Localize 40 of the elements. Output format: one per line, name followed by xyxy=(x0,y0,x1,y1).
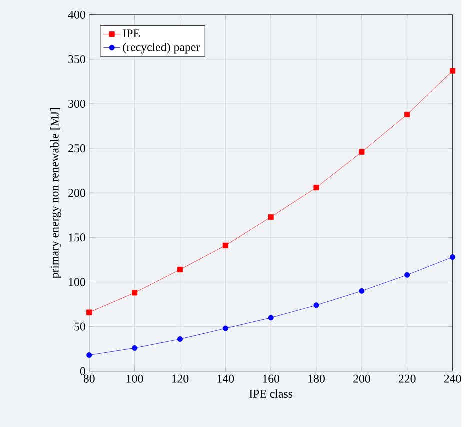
x-tick-label: 220 xyxy=(398,374,416,383)
x-tick-label: 100 xyxy=(126,374,144,383)
x-tick-label: 140 xyxy=(218,374,234,383)
point xyxy=(222,326,228,332)
x-tick-label: 80 xyxy=(84,374,95,383)
y-tick-label: 300 xyxy=(68,100,86,108)
y-tick-label: 150 xyxy=(69,234,86,242)
point xyxy=(268,214,274,220)
y-tick-label: 0 xyxy=(80,367,86,376)
point xyxy=(314,185,320,191)
point xyxy=(222,242,228,248)
point xyxy=(132,290,138,296)
point xyxy=(177,267,183,273)
x-tick-label: 180 xyxy=(308,374,325,383)
x-tick-label: 200 xyxy=(354,374,370,383)
point xyxy=(359,149,365,155)
x-axis-title: IPE class xyxy=(250,390,293,398)
legend-label: (recycled) paper xyxy=(123,42,200,54)
point xyxy=(86,310,92,316)
y-tick-label: 200 xyxy=(68,189,86,198)
point xyxy=(450,68,456,74)
point xyxy=(268,315,274,321)
point xyxy=(450,254,456,260)
x-tick-label: 240 xyxy=(444,374,462,383)
point xyxy=(86,352,92,358)
y-tick-label: 400 xyxy=(68,10,86,19)
y-tick-label: 50 xyxy=(74,322,86,331)
y-tick-label: 100 xyxy=(69,278,86,286)
y-axis-title: primary energy non renewable [MJ] xyxy=(50,108,62,279)
point xyxy=(404,112,410,118)
point xyxy=(359,288,365,294)
legend-label: IPE xyxy=(123,30,140,38)
y-tick-label: 250 xyxy=(68,144,86,153)
x-tick-label: 160 xyxy=(263,374,280,383)
point xyxy=(177,336,183,342)
x-tick-label: 120 xyxy=(172,374,189,383)
point xyxy=(132,345,138,351)
point xyxy=(404,272,410,278)
y-tick-label: 350 xyxy=(68,55,86,64)
point xyxy=(314,302,320,308)
